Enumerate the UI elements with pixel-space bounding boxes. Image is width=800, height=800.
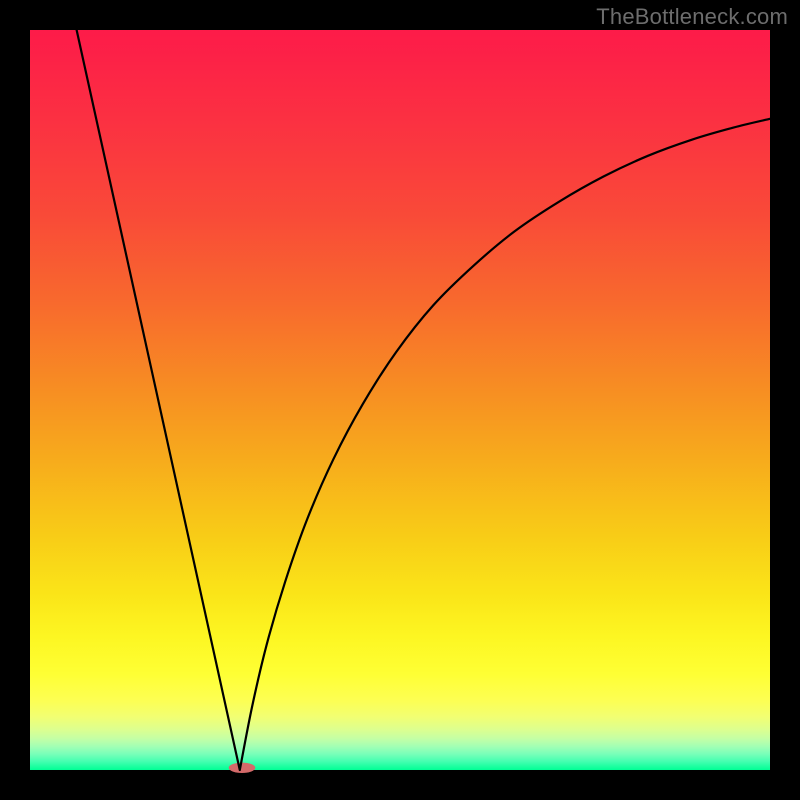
plot-background xyxy=(30,30,770,770)
watermark-text: TheBottleneck.com xyxy=(596,4,788,30)
chart-frame: TheBottleneck.com xyxy=(0,0,800,800)
chart-svg xyxy=(0,0,800,800)
